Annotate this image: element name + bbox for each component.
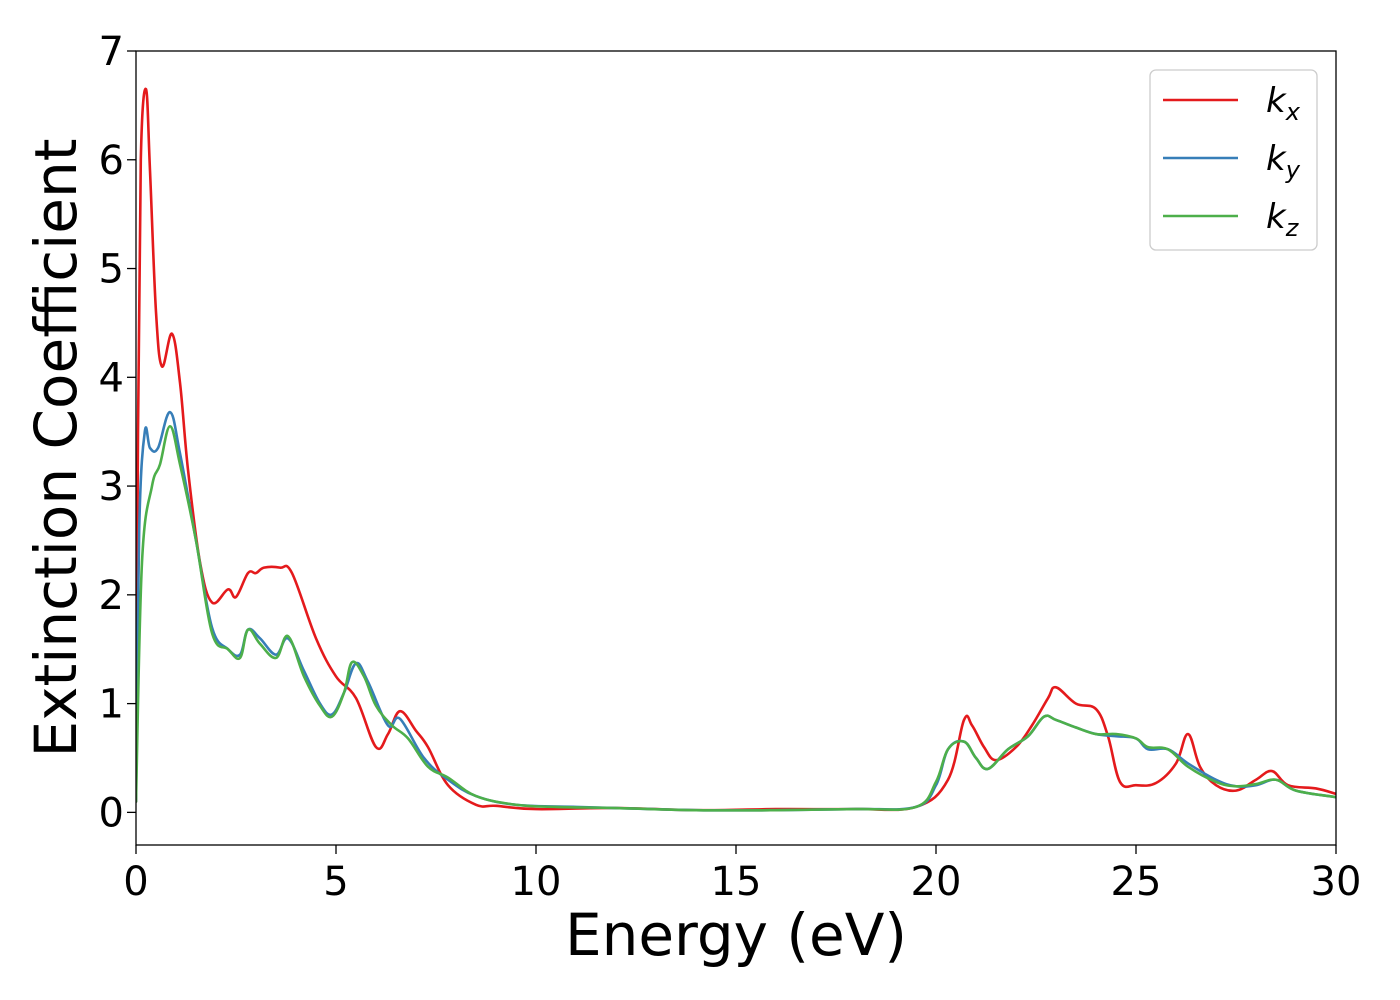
x-tick-label: 25 xyxy=(1111,859,1162,905)
x-tick-label: 20 xyxy=(911,859,962,905)
y-tick-label: 5 xyxy=(99,247,124,293)
legend-label-base: k xyxy=(1266,197,1287,237)
y-tick-label: 0 xyxy=(99,790,124,836)
x-tick-label: 10 xyxy=(511,859,562,905)
y-tick-label: 6 xyxy=(99,138,124,184)
y-tick-label: 2 xyxy=(99,573,124,619)
y-tick-label: 4 xyxy=(99,355,124,401)
series-line-z xyxy=(136,424,1336,812)
legend-label-subscript: x xyxy=(1285,98,1301,126)
legend-label-subscript: y xyxy=(1285,156,1301,184)
x-tick-label: 30 xyxy=(1311,859,1362,905)
x-tick-label: 5 xyxy=(323,859,348,905)
series-line-x xyxy=(136,87,1336,812)
legend-label-base: k xyxy=(1266,139,1287,179)
x-axis-ticks: 0 5 10 15 20 25 30 xyxy=(123,845,1361,905)
series-layer xyxy=(136,87,1336,812)
x-tick-label: 0 xyxy=(123,859,148,905)
x-tick-label: 15 xyxy=(711,859,762,905)
series-line-y xyxy=(136,410,1336,812)
legend-label-z: kz xyxy=(1266,197,1300,242)
legend-label-base: k xyxy=(1266,81,1287,121)
legend-label-y: ky xyxy=(1266,139,1301,184)
y-axis-ticks: 0 1 2 3 4 5 6 7 xyxy=(99,29,136,836)
legend-label-subscript: z xyxy=(1285,214,1300,242)
x-axis-title: Energy (eV) xyxy=(565,901,907,969)
legend-label-x: kx xyxy=(1266,81,1301,126)
y-tick-label: 3 xyxy=(99,464,124,510)
y-tick-label: 1 xyxy=(99,682,124,728)
y-axis-title: Extinction Coefficient xyxy=(22,139,90,758)
y-tick-label: 7 xyxy=(99,29,124,75)
legend-box xyxy=(1149,69,1318,251)
